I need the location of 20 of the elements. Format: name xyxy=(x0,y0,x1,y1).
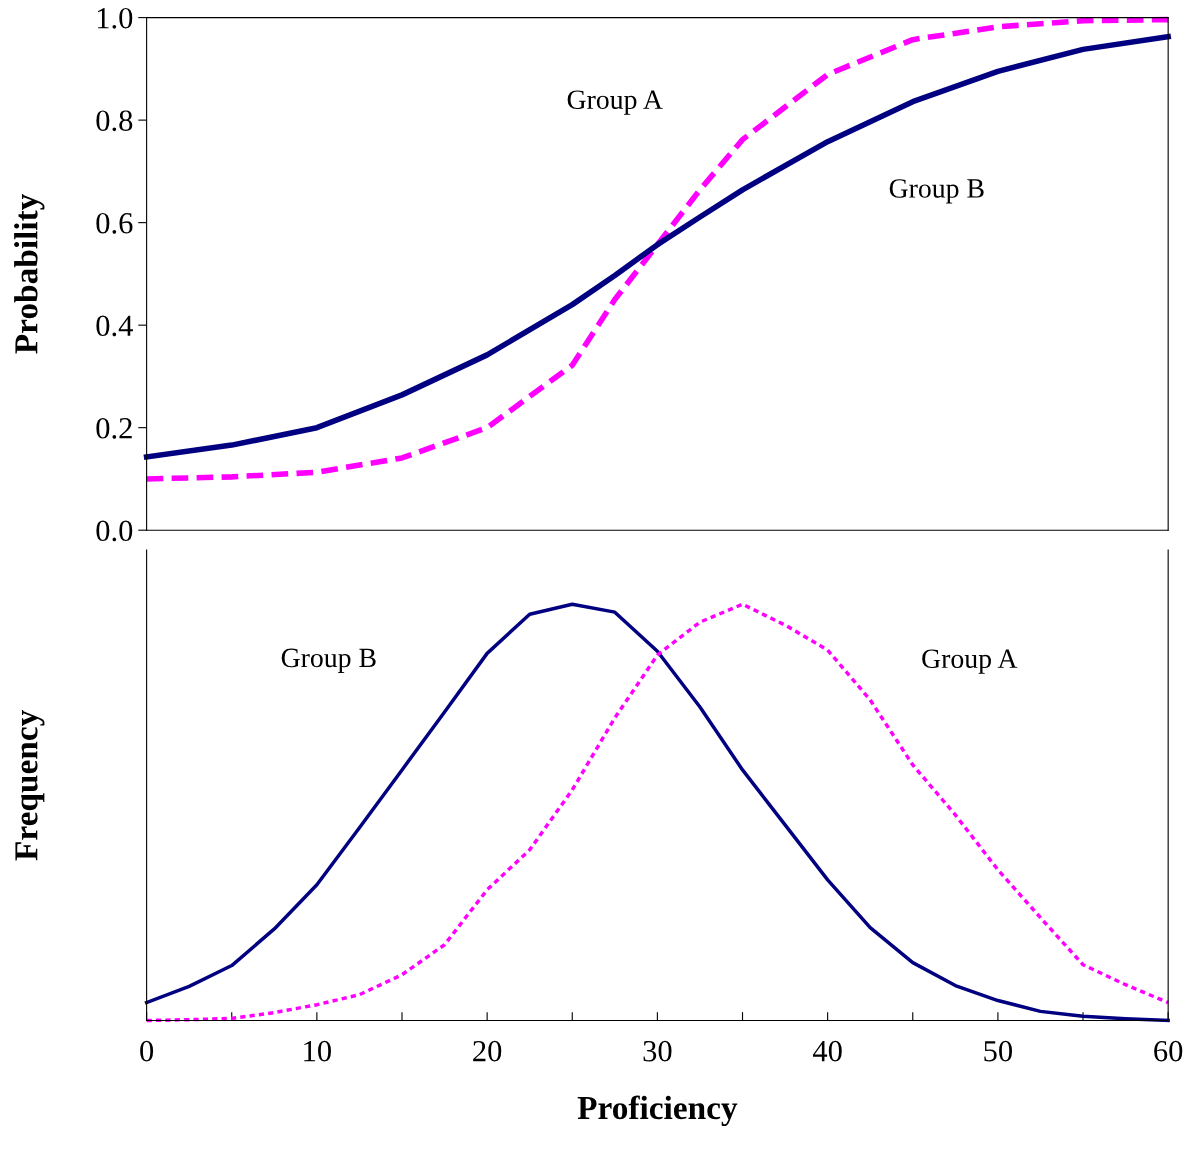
x-tick-label: 0 xyxy=(140,1040,154,1062)
y-tick-label: 0.8 xyxy=(96,110,133,132)
y-tick-label: 1.0 xyxy=(97,7,133,29)
y-tick-label: 0.0 xyxy=(96,520,133,542)
text: Group A xyxy=(567,90,663,115)
y-tick-label: 0.6 xyxy=(96,212,133,234)
x-tick-label: 10 xyxy=(304,1040,331,1062)
y-tick-label: 0.2 xyxy=(96,417,132,439)
y-tick-label: 0.4 xyxy=(96,315,133,337)
text: Group B xyxy=(889,179,984,204)
x-axis-title: Proficiency xyxy=(577,1095,738,1127)
x-tick-label: 20 xyxy=(473,1040,502,1062)
text: Group A xyxy=(922,649,1018,674)
y-axis-title: Frequency xyxy=(15,710,45,861)
text: Group B xyxy=(281,648,376,673)
x-tick-label: 40 xyxy=(812,1040,842,1062)
x-tick-label: 30 xyxy=(643,1040,672,1062)
x-tick-label: 60 xyxy=(1154,1040,1183,1062)
y-axis-title: Probability xyxy=(14,193,45,354)
x-tick-label: 50 xyxy=(984,1040,1013,1062)
